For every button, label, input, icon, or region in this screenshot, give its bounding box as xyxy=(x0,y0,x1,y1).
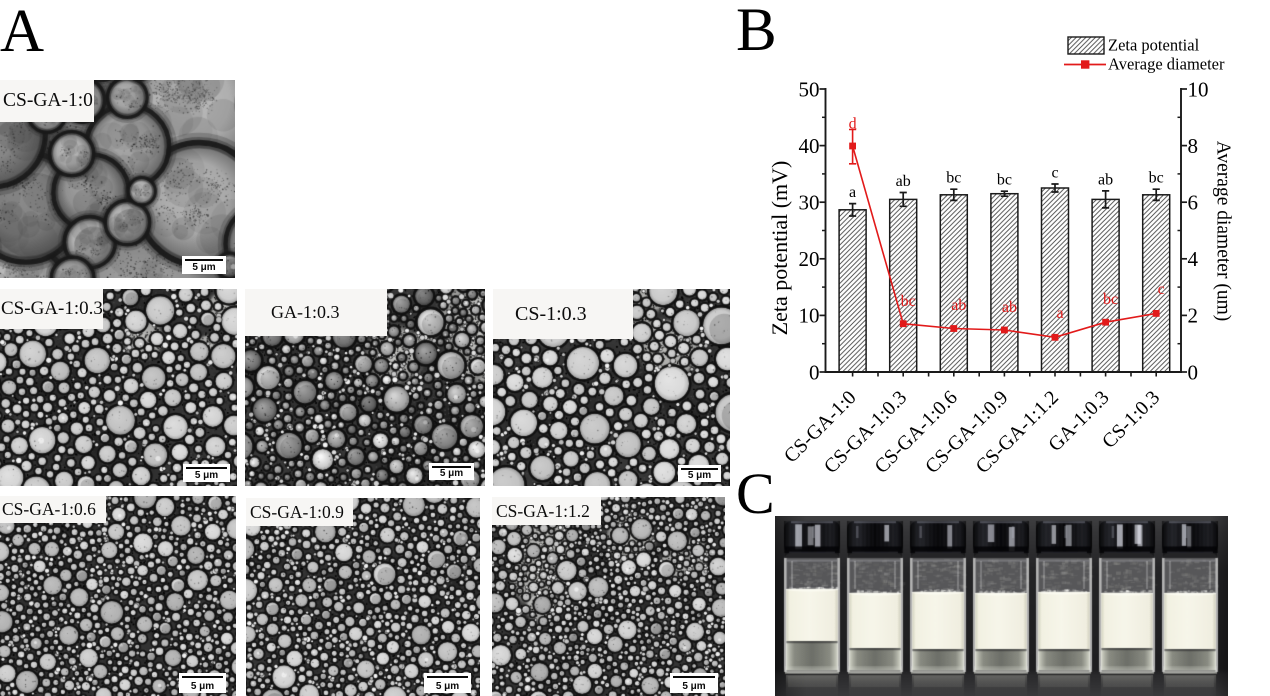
svg-text:4: 4 xyxy=(1188,247,1199,271)
svg-text:2: 2 xyxy=(1188,304,1199,328)
svg-text:a: a xyxy=(849,184,856,201)
svg-text:10: 10 xyxy=(1188,77,1209,101)
svg-text:bc: bc xyxy=(901,293,916,310)
svg-text:ab: ab xyxy=(896,173,911,190)
svg-text:ab: ab xyxy=(1002,299,1017,316)
svg-text:d: d xyxy=(849,116,857,133)
svg-text:c: c xyxy=(1051,165,1058,182)
svg-text:ab: ab xyxy=(1098,171,1113,188)
svg-text:50: 50 xyxy=(799,77,820,101)
svg-text:Average diameter (um): Average diameter (um) xyxy=(1213,141,1234,321)
svg-text:40: 40 xyxy=(799,134,820,158)
svg-text:8: 8 xyxy=(1188,134,1199,158)
svg-text:0: 0 xyxy=(1188,360,1199,384)
svg-text:20: 20 xyxy=(799,247,820,271)
svg-text:Average diameter: Average diameter xyxy=(1108,55,1225,74)
svg-text:0: 0 xyxy=(809,360,820,384)
svg-text:bc: bc xyxy=(946,170,961,187)
svg-text:bc: bc xyxy=(997,172,1012,189)
svg-text:Zeta potential (mV): Zeta potential (mV) xyxy=(767,161,792,336)
svg-text:Zeta potential: Zeta potential xyxy=(1108,36,1200,55)
svg-text:30: 30 xyxy=(799,191,820,215)
svg-text:c: c xyxy=(1158,281,1165,298)
svg-text:ab: ab xyxy=(951,297,966,314)
svg-text:6: 6 xyxy=(1188,191,1199,215)
svg-text:10: 10 xyxy=(799,304,820,328)
svg-text:bc: bc xyxy=(1149,170,1164,187)
svg-text:bc: bc xyxy=(1103,291,1118,308)
svg-text:a: a xyxy=(1056,305,1063,322)
